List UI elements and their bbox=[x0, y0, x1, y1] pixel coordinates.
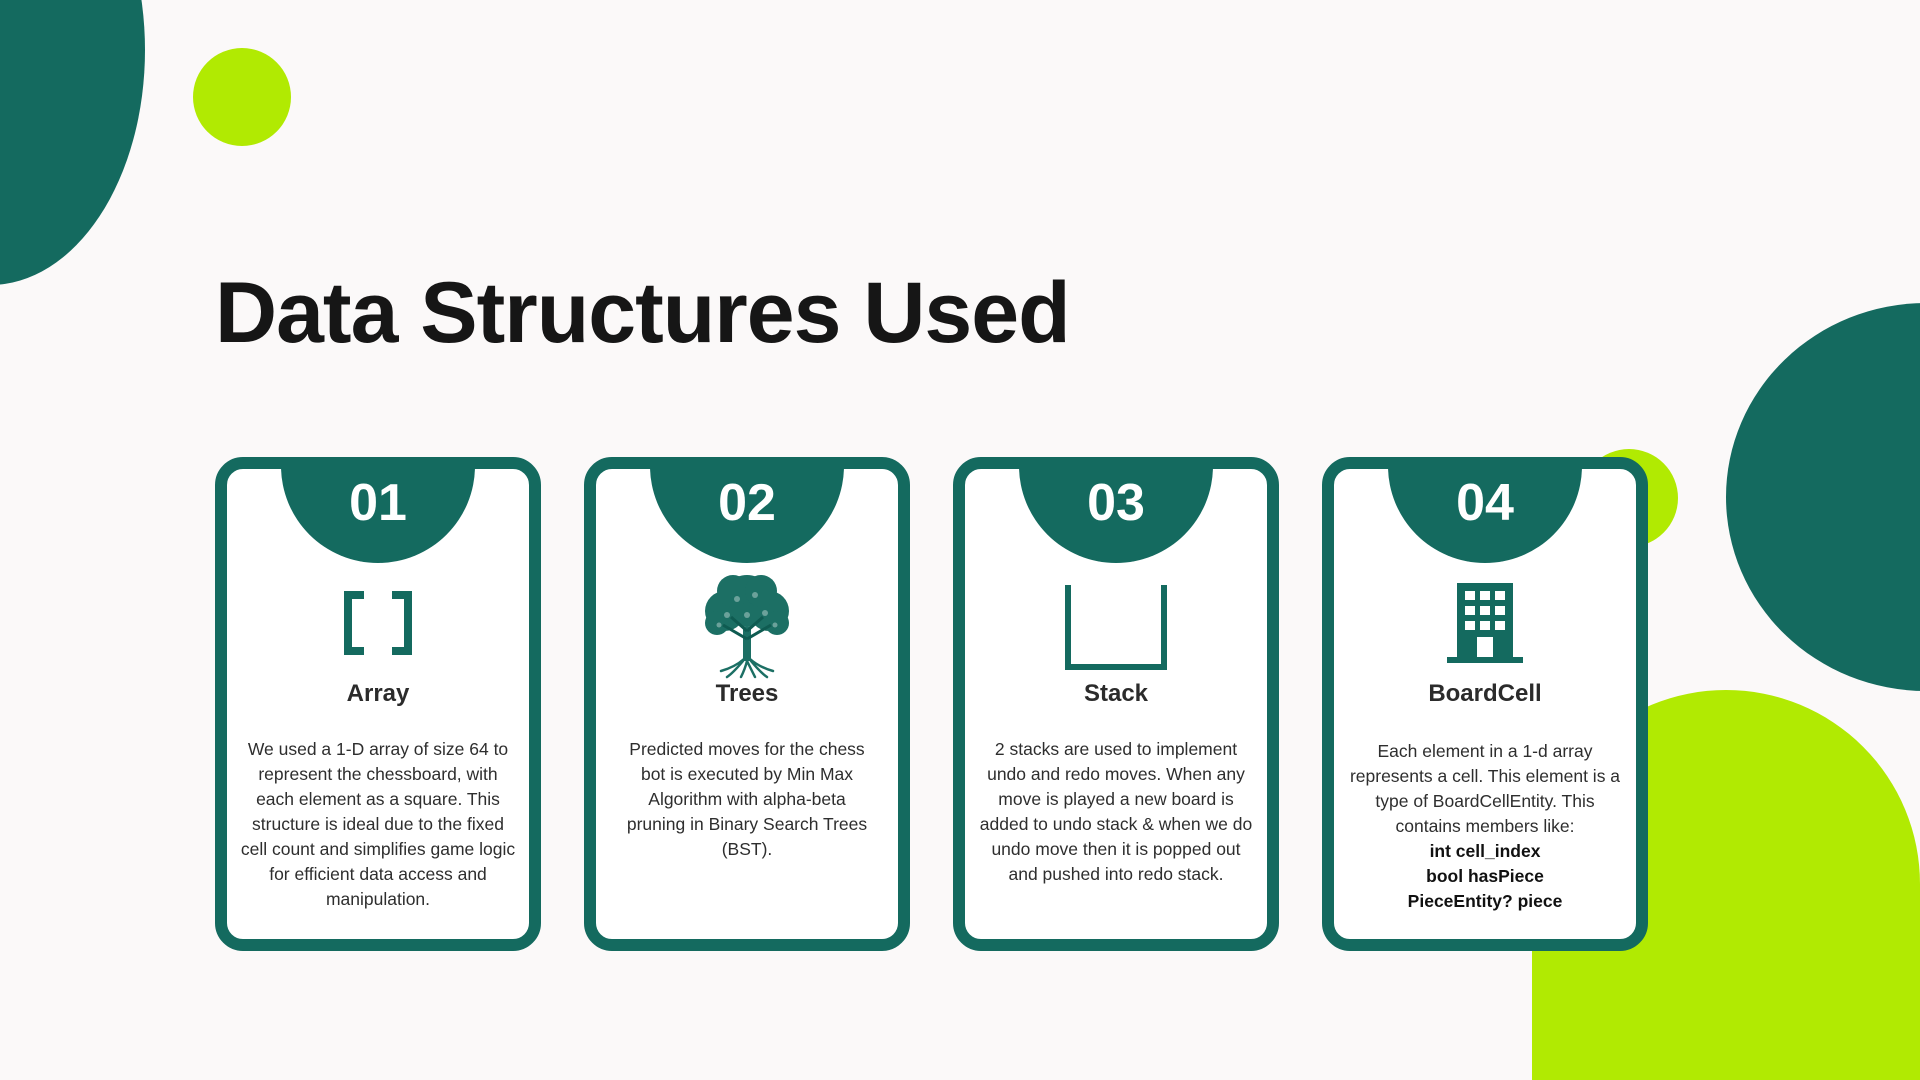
card-boardcell: 04 BoardCell Each element in a 1-d array… bbox=[1322, 457, 1648, 951]
card-description: We used a 1-D array of size 64 to repres… bbox=[240, 739, 516, 909]
card-title: BoardCell bbox=[1428, 680, 1542, 707]
member-item: PieceEntity? piece bbox=[1407, 891, 1563, 911]
card-trees: 02 Tree bbox=[584, 457, 910, 951]
card-number: 04 bbox=[1456, 474, 1514, 532]
stack-container-icon bbox=[1064, 583, 1168, 671]
tree-icon bbox=[697, 569, 797, 679]
card-description: Each element in a 1-d array represents a… bbox=[1344, 739, 1626, 914]
card-number: 01 bbox=[349, 474, 407, 532]
page-title: Data Structures Used bbox=[215, 265, 1071, 361]
card-description-text: Each element in a 1-d array represents a… bbox=[1349, 741, 1621, 836]
decor-dot-lime bbox=[193, 48, 291, 146]
card-title: Trees bbox=[715, 680, 779, 707]
card-title: Array bbox=[346, 680, 410, 707]
building-icon bbox=[1445, 581, 1525, 665]
card-title: Stack bbox=[1083, 680, 1149, 707]
member-list: int cell_index bool hasPiece PieceEntity… bbox=[1344, 839, 1626, 914]
card-number: 02 bbox=[718, 474, 776, 532]
member-item: bool hasPiece bbox=[1426, 866, 1544, 886]
card-stack: 03 Stack 2 stacks are used to implement … bbox=[953, 457, 1279, 951]
card-number: 03 bbox=[1087, 474, 1145, 532]
brackets-icon bbox=[330, 575, 426, 671]
decor-circle-top-left bbox=[0, 0, 145, 285]
member-item: int cell_index bbox=[1429, 841, 1541, 861]
card-array: 01 Array We used a 1-D array of size 64 … bbox=[215, 457, 541, 951]
decor-circle-right bbox=[1726, 303, 1920, 691]
card-description: Predicted moves for the chess bot is exe… bbox=[626, 739, 868, 859]
card-description: 2 stacks are used to implement undo and … bbox=[979, 739, 1253, 884]
